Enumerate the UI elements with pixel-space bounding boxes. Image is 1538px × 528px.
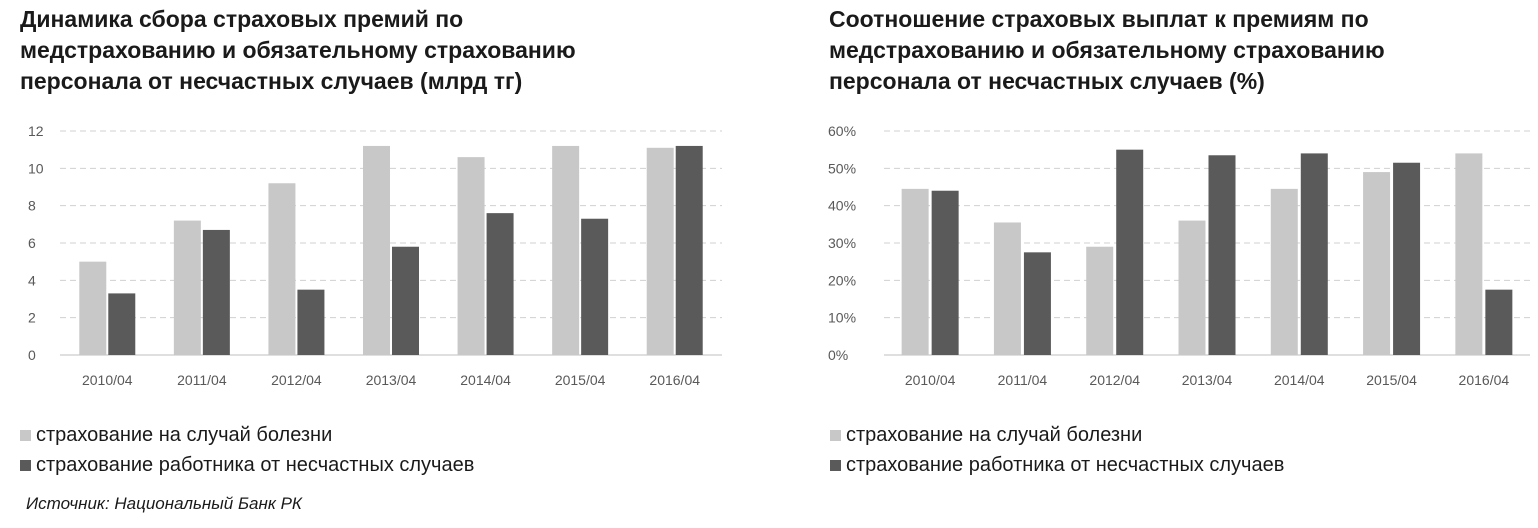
legend-swatch-dark	[20, 459, 31, 471]
x-tick-label: 2011/04	[177, 372, 227, 388]
x-tick-label: 2011/04	[998, 372, 1048, 388]
bar-series1	[173, 220, 201, 355]
x-tick-label: 2016/04	[649, 372, 700, 388]
bar-series1	[1086, 246, 1114, 355]
x-tick-label: 2012/04	[271, 372, 322, 388]
title-line: медстрахованию и обязательному страхован…	[829, 37, 1385, 63]
x-tick-label: 2014/04	[460, 372, 511, 388]
bar-series2	[931, 190, 959, 355]
bar-series1	[646, 147, 674, 355]
legend-item-series1: страхование на случай болезни	[20, 420, 474, 450]
y-tick-label: 12	[28, 123, 44, 139]
bar-series1	[79, 261, 107, 355]
y-tick-label: 10%	[828, 310, 856, 326]
y-tick-label: 0%	[828, 347, 848, 363]
bar-series2	[297, 289, 325, 355]
bar-series2	[1208, 155, 1236, 355]
y-tick-label: 60%	[828, 123, 856, 139]
bar-series2	[392, 246, 419, 355]
x-tick-label: 2015/04	[1366, 372, 1417, 388]
bar-series1	[993, 222, 1021, 355]
bar-chart-plot: 0 2 4 6 8 10 12 2010/04 2011/04 2012/04 2013/04 201…	[28, 123, 722, 388]
legend-label: страхование работника от несчастных случ…	[846, 454, 1285, 476]
legend-item-series2: страхование работника от несчастных случ…	[20, 450, 474, 480]
title-line: персонала от несчастных случаев (%)	[829, 68, 1265, 94]
bar-series1	[552, 145, 580, 355]
bar-series1	[901, 188, 929, 355]
bar-series1	[1178, 220, 1206, 355]
x-tick-label: 2016/04	[1459, 372, 1510, 388]
source-note: Источник: Национальный Банк РК	[26, 494, 302, 513]
y-tick-label: 10	[28, 160, 44, 176]
legend-swatch-light	[830, 429, 841, 441]
bar-series1	[1455, 153, 1483, 355]
y-tick-label: 20%	[828, 272, 856, 288]
y-tick-label: 8	[28, 198, 36, 214]
chart-legend: страхование на случай болезни страховани…	[20, 420, 474, 480]
y-tick-label: 2	[28, 310, 36, 326]
y-tick-label: 50%	[828, 160, 856, 176]
title-line: персонала от несчастных случаев (млрд тг…	[20, 68, 523, 94]
bar-series2	[1485, 289, 1513, 355]
bar-series2	[108, 293, 136, 355]
title-line: медстрахованию и обязательному страхован…	[20, 37, 576, 63]
x-tick-label: 2012/04	[1089, 372, 1140, 388]
title-line: Соотношение страховых выплат к премиям п…	[829, 6, 1369, 32]
bar-series2	[1116, 149, 1144, 355]
bar-series1	[1363, 172, 1391, 355]
bar-series1	[457, 157, 485, 355]
chart-title: Соотношение страховых выплат к премиям п…	[829, 4, 1385, 97]
chart-title: Динамика сбора страховых премий по медст…	[20, 4, 576, 97]
y-tick-label: 30%	[828, 235, 856, 251]
chart-premiums: Динамика сбора страховых премий по медст…	[0, 0, 760, 528]
legend-label: страхование на случай болезни	[36, 424, 333, 446]
bar-series2	[1023, 252, 1051, 355]
bar-series1	[363, 145, 390, 355]
y-tick-label: 0	[28, 347, 36, 363]
x-tick-label: 2010/04	[905, 372, 956, 388]
chart-loss-ratio: Соотношение страховых выплат к премиям п…	[812, 0, 1538, 528]
bar-series2	[581, 218, 609, 355]
title-line: Динамика сбора страховых премий по	[20, 6, 464, 32]
x-tick-label: 2013/04	[366, 372, 417, 388]
y-tick-label: 4	[28, 272, 36, 288]
chart-legend: страхование на случай болезни страховани…	[830, 420, 1284, 480]
bar-series2	[675, 145, 703, 355]
legend-swatch-dark	[830, 459, 841, 471]
x-tick-label: 2013/04	[1182, 372, 1233, 388]
legend-item-series1: страхование на случай болезни	[830, 420, 1284, 450]
bar-chart-plot: 0% 10% 20% 30% 40% 50% 60% 2010/04 2011/04 2012/0…	[828, 123, 1530, 388]
x-tick-label: 2015/04	[555, 372, 606, 388]
bar-series1	[268, 183, 296, 355]
legend-item-series2: страхование работника от несчастных случ…	[830, 450, 1284, 480]
bar-series2	[1393, 162, 1421, 355]
bar-series2	[486, 213, 514, 355]
legend-label: страхование на случай болезни	[846, 424, 1143, 446]
bar-series2	[1300, 153, 1328, 355]
bar-series2	[202, 229, 230, 355]
x-tick-label: 2014/04	[1274, 372, 1325, 388]
y-tick-label: 40%	[828, 198, 856, 214]
x-tick-label: 2010/04	[82, 372, 133, 388]
y-tick-label: 6	[28, 235, 36, 251]
legend-label: страхование работника от несчастных случ…	[36, 454, 475, 476]
bar-series1	[1270, 188, 1298, 355]
legend-swatch-light	[20, 429, 31, 441]
